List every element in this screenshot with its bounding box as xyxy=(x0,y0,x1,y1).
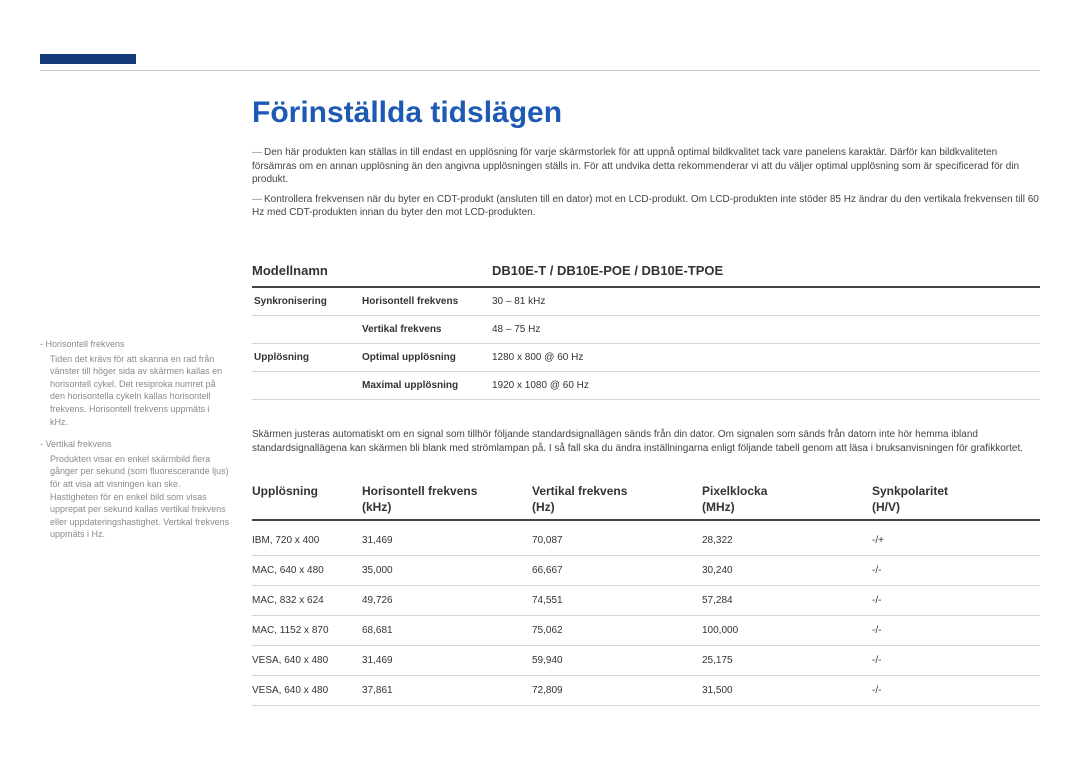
timing-row: MAC, 640 x 480 35,000 66,667 30,240 -/- xyxy=(252,556,1040,586)
td: 66,667 xyxy=(532,565,702,576)
note-2: Kontrollera frekvensen när du byter en C… xyxy=(252,194,1039,219)
td: VESA, 640 x 480 xyxy=(252,655,362,666)
td: -/- xyxy=(872,655,1040,666)
timing-row: VESA, 640 x 480 37,861 72,809 31,500 -/- xyxy=(252,676,1040,706)
mid-paragraph: Skärmen justeras automatiskt om en signa… xyxy=(252,428,1040,456)
td: -/- xyxy=(872,625,1040,636)
th-resolution: Upplösning xyxy=(252,484,362,515)
td: MAC, 640 x 480 xyxy=(252,565,362,576)
spec-cell: 1280 x 800 @ 60 Hz xyxy=(492,352,1040,363)
th-label: Upplösning xyxy=(252,484,362,500)
td: 31,469 xyxy=(362,655,532,666)
th-unit: (H/V) xyxy=(872,500,1040,516)
td: 31,469 xyxy=(362,535,532,546)
spec-head-value: DB10E-T / DB10E-POE / DB10E-TPOE xyxy=(492,263,1040,278)
td: 49,726 xyxy=(362,595,532,606)
sidebar-heading-hfreq: - Horisontell frekvens xyxy=(40,338,230,351)
th-label: Pixelklocka xyxy=(702,484,872,500)
td: -/- xyxy=(872,685,1040,696)
td: 57,284 xyxy=(702,595,872,606)
header-color-bar xyxy=(40,54,136,64)
sidebar-body-vfreq: Produkten visar en enkel skärmbild flera… xyxy=(50,453,230,541)
th-syncpol: Synkpolaritet (H/V) xyxy=(872,484,1040,515)
td: 35,000 xyxy=(362,565,532,576)
spec-row: Maximal upplösning 1920 x 1080 @ 60 Hz xyxy=(252,372,1040,400)
td: 75,062 xyxy=(532,625,702,636)
td: 68,681 xyxy=(362,625,532,636)
th-label: Synkpolaritet xyxy=(872,484,1040,500)
spec-cell: Optimal upplösning xyxy=(362,352,492,363)
spec-cell: Upplösning xyxy=(252,352,362,363)
sidebar-body-hfreq: Tiden det krävs för att skanna en rad fr… xyxy=(50,353,230,429)
th-hfreq: Horisontell frekvens (kHz) xyxy=(362,484,532,515)
spec-head-model: Modellnamn xyxy=(252,263,492,278)
spec-cell: 48 – 75 Hz xyxy=(492,324,1040,335)
spec-cell: Vertikal frekvens xyxy=(362,324,492,335)
spec-row: Vertikal frekvens 48 – 75 Hz xyxy=(252,316,1040,344)
td: 100,000 xyxy=(702,625,872,636)
td: VESA, 640 x 480 xyxy=(252,685,362,696)
spec-header-row: Modellnamn DB10E-T / DB10E-POE / DB10E-T… xyxy=(252,254,1040,288)
sidebar-heading-vfreq: - Vertikal frekvens xyxy=(40,438,230,451)
td: MAC, 832 x 624 xyxy=(252,595,362,606)
th-unit: (Hz) xyxy=(532,500,702,516)
th-pixelclock: Pixelklocka (MHz) xyxy=(702,484,872,515)
dash-icon: ― xyxy=(252,193,264,207)
td: MAC, 1152 x 870 xyxy=(252,625,362,636)
td: -/- xyxy=(872,565,1040,576)
td: 59,940 xyxy=(532,655,702,666)
th-label: Horisontell frekvens xyxy=(362,484,532,500)
spec-cell: 1920 x 1080 @ 60 Hz xyxy=(492,380,1040,391)
spec-cell: Maximal upplösning xyxy=(362,380,492,391)
td: 74,551 xyxy=(532,595,702,606)
spec-table: Modellnamn DB10E-T / DB10E-POE / DB10E-T… xyxy=(252,254,1040,400)
td: IBM, 720 x 400 xyxy=(252,535,362,546)
th-vfreq: Vertikal frekvens (Hz) xyxy=(532,484,702,515)
td: -/+ xyxy=(872,535,1040,546)
td: 70,087 xyxy=(532,535,702,546)
td: 37,861 xyxy=(362,685,532,696)
spec-cell: Horisontell frekvens xyxy=(362,296,492,307)
th-unit: (MHz) xyxy=(702,500,872,516)
td: 72,809 xyxy=(532,685,702,696)
spec-cell: Synkronisering xyxy=(252,296,362,307)
td: 31,500 xyxy=(702,685,872,696)
sidebar-definitions: - Horisontell frekvens Tiden det krävs f… xyxy=(40,338,230,551)
page-title: Förinställda tidslägen xyxy=(252,96,562,130)
timing-row: MAC, 832 x 624 49,726 74,551 57,284 -/- xyxy=(252,586,1040,616)
note-1: Den här produkten kan ställas in till en… xyxy=(252,147,1019,185)
timing-body: IBM, 720 x 400 31,469 70,087 28,322 -/+ … xyxy=(252,526,1040,706)
td: -/- xyxy=(872,595,1040,606)
td: 28,322 xyxy=(702,535,872,546)
notes-block: ―Den här produkten kan ställas in till e… xyxy=(252,146,1040,222)
top-divider xyxy=(40,70,1040,71)
spec-cell: 30 – 81 kHz xyxy=(492,296,1040,307)
spec-row: Upplösning Optimal upplösning 1280 x 800… xyxy=(252,344,1040,372)
timing-header: Upplösning Horisontell frekvens (kHz) Ve… xyxy=(252,484,1040,521)
spec-row: Synkronisering Horisontell frekvens 30 –… xyxy=(252,288,1040,316)
th-unit: (kHz) xyxy=(362,500,532,516)
timing-row: MAC, 1152 x 870 68,681 75,062 100,000 -/… xyxy=(252,616,1040,646)
td: 30,240 xyxy=(702,565,872,576)
timing-row: IBM, 720 x 400 31,469 70,087 28,322 -/+ xyxy=(252,526,1040,556)
dash-icon: ― xyxy=(252,146,264,160)
th-label: Vertikal frekvens xyxy=(532,484,702,500)
td: 25,175 xyxy=(702,655,872,666)
timing-row: VESA, 640 x 480 31,469 59,940 25,175 -/- xyxy=(252,646,1040,676)
